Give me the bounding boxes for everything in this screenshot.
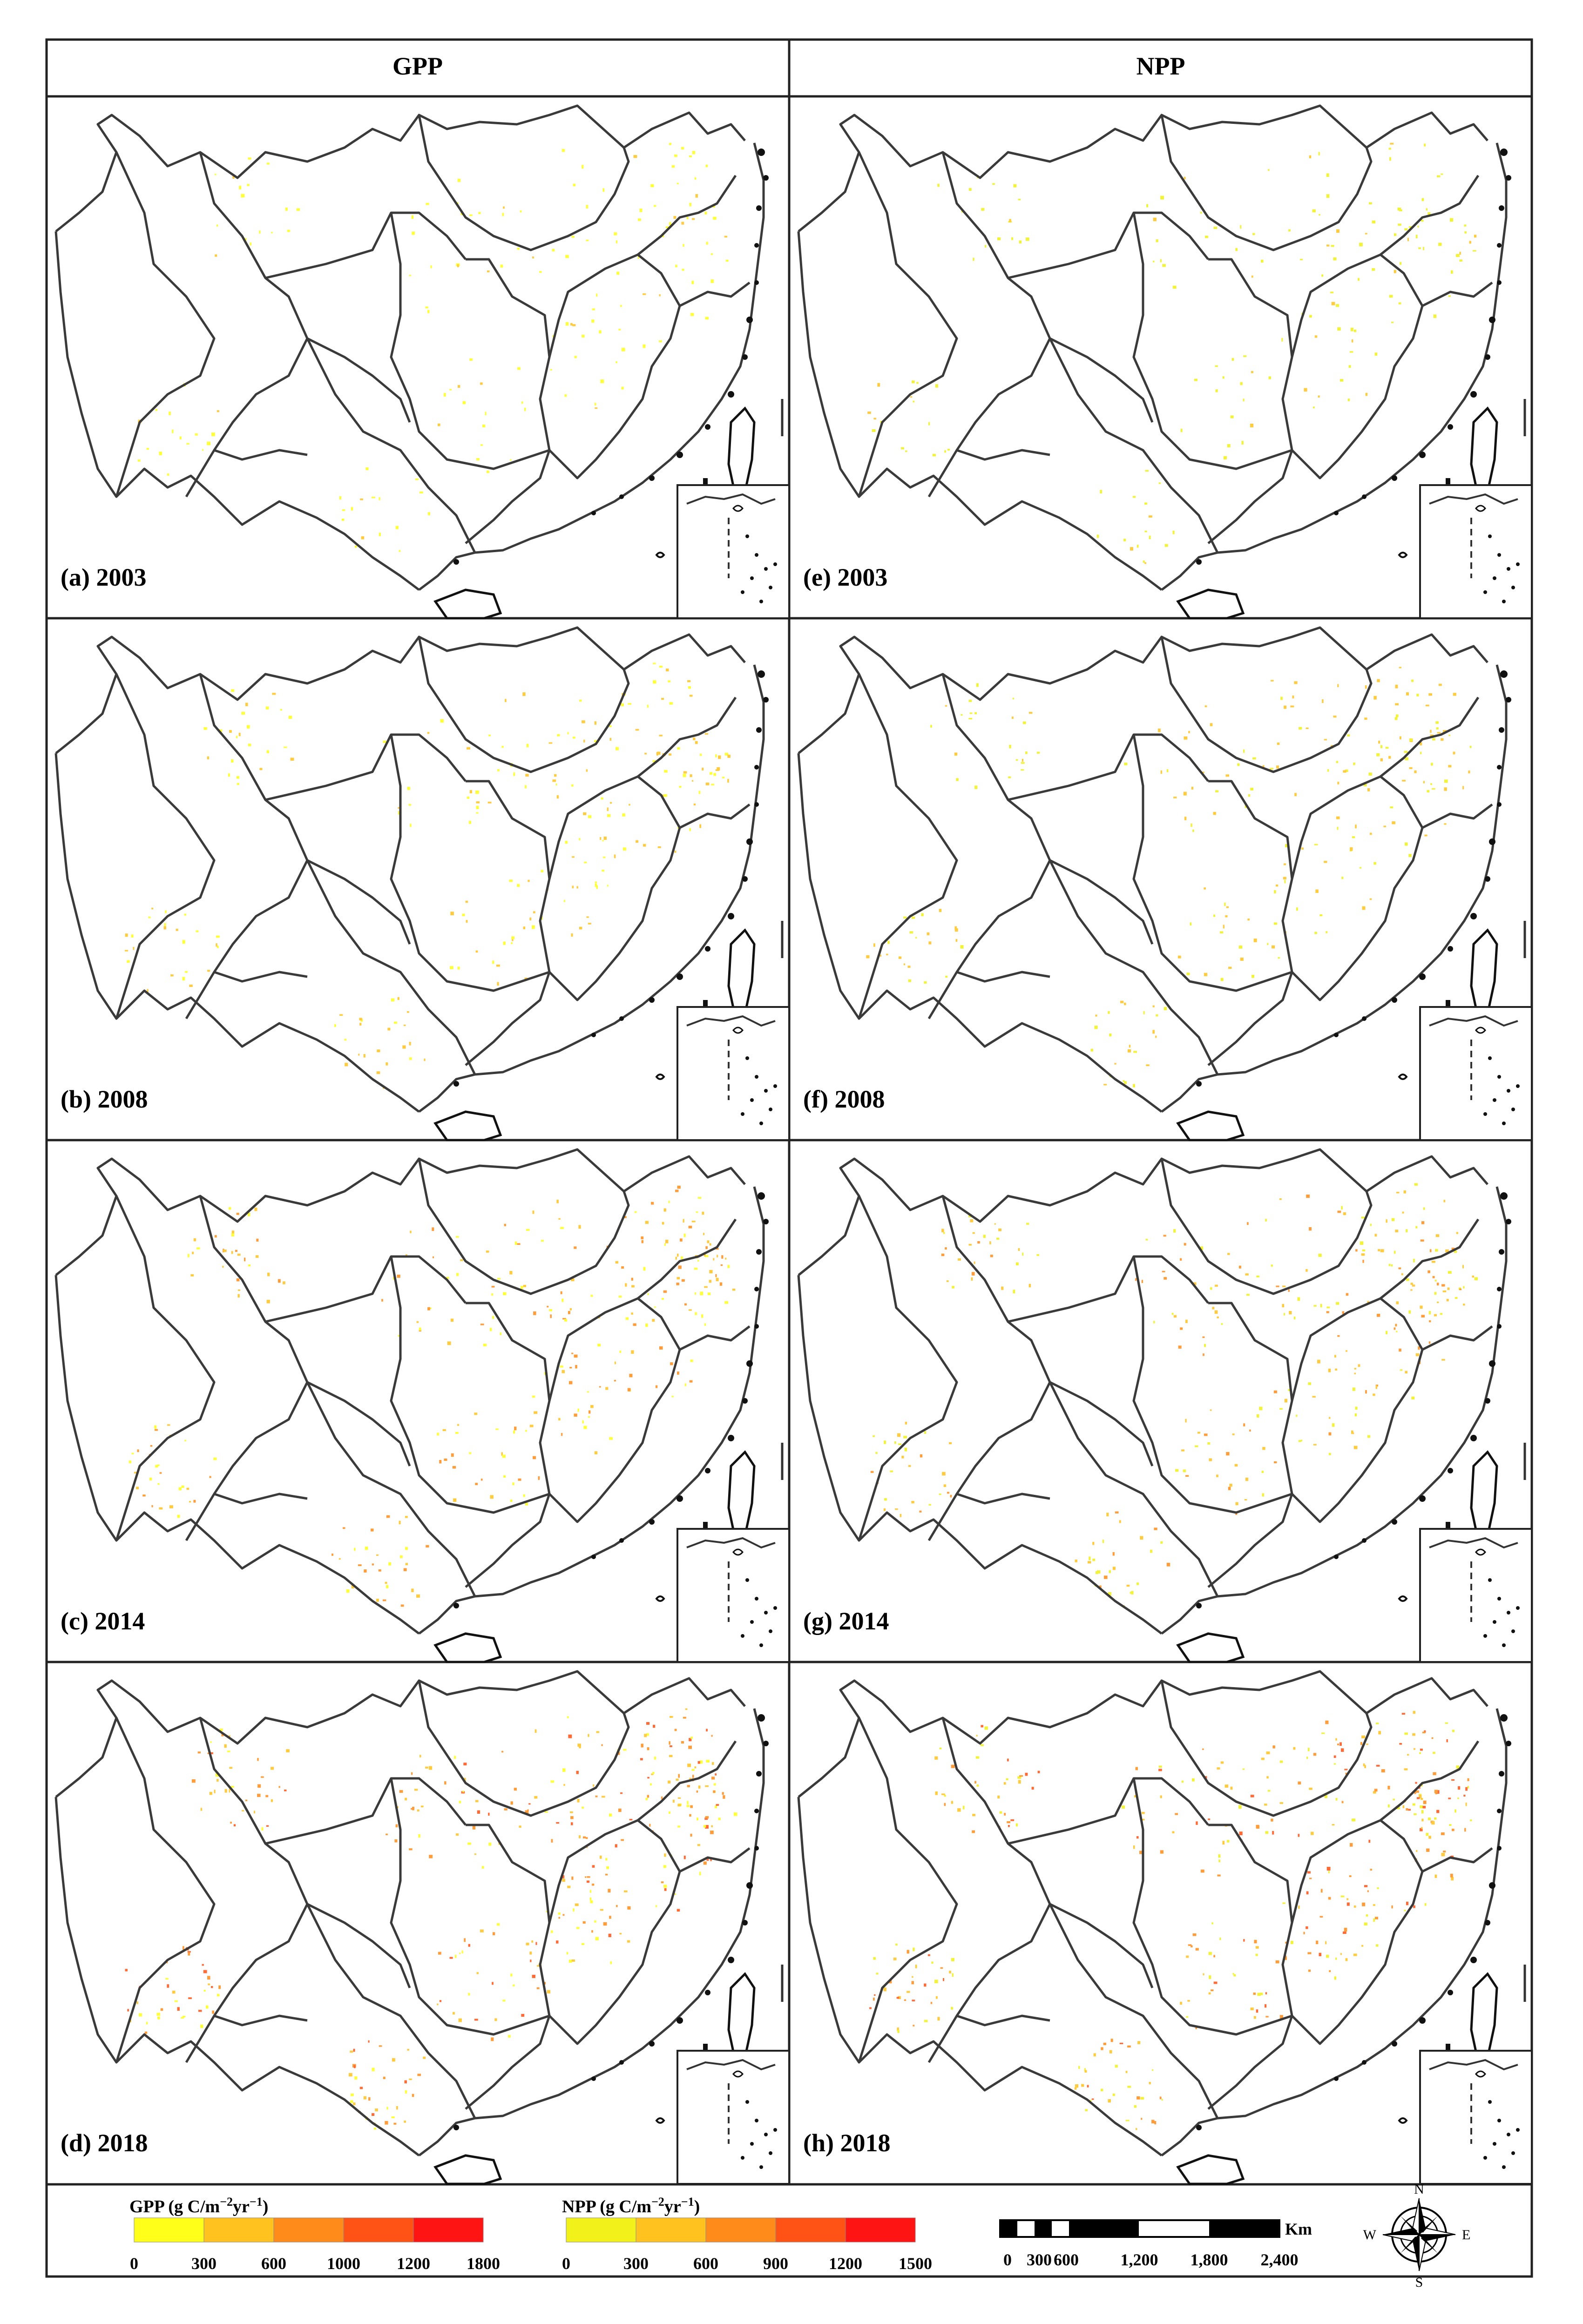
legend-color-swatch xyxy=(775,2217,846,2243)
panel-label: (d) 2018 xyxy=(61,2129,148,2157)
legend-npp: NPP (g C/m−2yr−1) 0 300 600 900 1200 1500 xyxy=(562,2195,932,2273)
productivity-raster xyxy=(870,1183,1478,1607)
south-china-sea-inset xyxy=(676,484,790,619)
legend-break-label: 0 xyxy=(562,2254,570,2273)
south-china-sea-inset xyxy=(1419,1006,1533,1141)
productivity-raster xyxy=(867,142,1477,564)
legend-break-label: 1800 xyxy=(467,2254,500,2273)
south-china-sea-inset xyxy=(1419,1528,1533,1663)
legend-break-label: 600 xyxy=(261,2254,286,2273)
legend-break-label: 1200 xyxy=(829,2254,862,2273)
legend-color-swatch xyxy=(413,2217,484,2243)
legend-npp-title: NPP (g C/m−2yr−1) xyxy=(562,2195,700,2216)
productivity-raster xyxy=(866,667,1472,1088)
scale-label-1200: 1,200 xyxy=(1121,2250,1158,2269)
panel-label: (a) 2003 xyxy=(61,563,146,591)
legend-break-label: 1200 xyxy=(397,2254,430,2273)
compass-south: S xyxy=(1415,2275,1423,2290)
compass-rose-icon: N S E W xyxy=(1363,2182,1471,2290)
scale-label-0: 0 xyxy=(1003,2250,1012,2269)
panel-label: (e) 2003 xyxy=(803,563,887,591)
scale-bar-segment xyxy=(1035,2220,1052,2237)
legend-gpp: GPP (g C/m−2yr−1) 0 300 600 1000 1200 1800 xyxy=(129,2195,500,2273)
panel-label: (b) 2008 xyxy=(61,1085,148,1113)
map-panel-npp-2014: (g) 2014 xyxy=(798,1149,1532,1662)
scale-label-2400: 2,400 xyxy=(1261,2250,1299,2269)
compass-east: E xyxy=(1462,2227,1470,2243)
legend-break-label: 900 xyxy=(763,2254,788,2273)
compass-north: N xyxy=(1414,2182,1424,2197)
legend-color-swatch xyxy=(845,2217,916,2243)
south-china-sea-inset xyxy=(676,1528,790,1663)
legend-color-swatch xyxy=(636,2217,706,2243)
map-panel-npp-2003: (e) 2003 xyxy=(798,106,1532,618)
legend-break-label: 0 xyxy=(130,2254,138,2273)
panel-label: (c) 2014 xyxy=(61,1607,145,1635)
map-panel-gpp-2008: (b) 2008 xyxy=(56,628,789,1140)
legend-break-label: 300 xyxy=(623,2254,649,2273)
panel-label: (g) 2014 xyxy=(803,1607,889,1635)
productivity-raster xyxy=(129,1185,736,1607)
south-china-sea-inset xyxy=(676,2050,790,2185)
legend-color-swatch xyxy=(705,2217,776,2243)
map-panel-npp-2018: (h) 2018 xyxy=(798,1671,1532,2184)
scale-label-600: 600 xyxy=(1054,2250,1079,2269)
map-panel-gpp-2014: (c) 2014 xyxy=(56,1149,789,1662)
scale-bar-unit: Km xyxy=(1285,2220,1312,2238)
map-panels: (a) 2003 (b) 2008 (c) 2014 (d) 2018 (e) 2003… xyxy=(56,106,1532,2184)
legend-gpp-colorbar: 0 300 600 1000 1200 1800 xyxy=(130,2217,500,2273)
map-panel-gpp-2003: (a) 2003 xyxy=(56,106,789,618)
legend-break-label: 1000 xyxy=(327,2254,360,2273)
south-china-sea-inset xyxy=(676,1006,790,1141)
panel-label: (h) 2018 xyxy=(803,2129,891,2157)
legend-color-swatch xyxy=(203,2217,274,2243)
column-header-gpp: GPP xyxy=(392,52,443,80)
legend-color-swatch xyxy=(273,2217,344,2243)
legend-gpp-title: GPP (g C/m−2yr−1) xyxy=(129,2195,268,2216)
legend-break-label: 300 xyxy=(191,2254,216,2273)
legend-break-label: 1500 xyxy=(899,2254,932,2273)
legend-color-swatch xyxy=(566,2217,636,2243)
legend-npp-colorbar: 0 300 600 900 1200 1500 xyxy=(562,2217,932,2273)
map-panel-gpp-2018: (d) 2018 xyxy=(56,1671,789,2184)
scale-label-300: 300 xyxy=(1027,2250,1052,2269)
scale-label-1800: 1,800 xyxy=(1191,2250,1228,2269)
column-header-npp: NPP xyxy=(1137,52,1185,80)
legend-color-swatch xyxy=(343,2217,414,2243)
scale-bar-segment xyxy=(1209,2220,1279,2237)
figure-frame xyxy=(45,38,1533,2278)
scale-bar-segment xyxy=(1000,2220,1017,2237)
legend-break-label: 600 xyxy=(693,2254,718,2273)
south-china-sea-inset xyxy=(1419,2050,1533,2185)
compass-west: W xyxy=(1363,2227,1377,2243)
scale-bar-segment xyxy=(1069,2220,1139,2237)
panel-label: (f) 2008 xyxy=(803,1085,885,1113)
legend-color-swatch xyxy=(134,2217,204,2243)
south-china-sea-inset xyxy=(1419,484,1533,619)
scale-bar: Km 0 300 600 1,200 1,800 2,400 xyxy=(999,2219,1312,2269)
map-panel-npp-2008: (f) 2008 xyxy=(798,628,1532,1140)
